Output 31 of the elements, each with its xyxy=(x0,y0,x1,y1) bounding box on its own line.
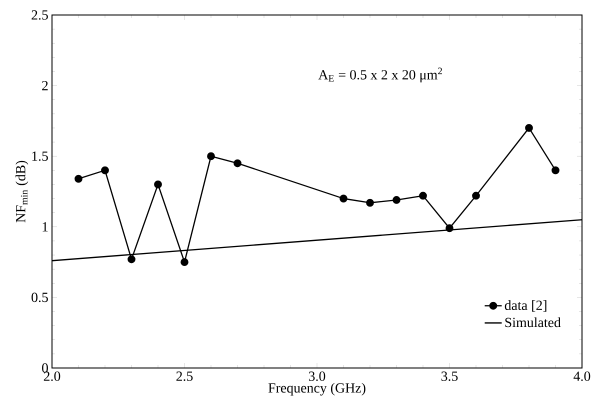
point xyxy=(392,196,400,204)
y-tick-label: 2.5 xyxy=(32,10,48,20)
point xyxy=(340,194,348,202)
point xyxy=(472,192,480,200)
x-tick-label: 4.0 xyxy=(574,372,590,381)
legend-label: Simulated xyxy=(505,317,561,328)
point xyxy=(234,159,242,168)
point xyxy=(74,174,82,183)
y-tick-label: 1.5 xyxy=(32,151,48,161)
x-tick-label: 3.5 xyxy=(441,372,458,381)
point xyxy=(552,166,560,174)
y-tick-label: 2 xyxy=(42,80,48,90)
x-tick-label: 3.0 xyxy=(308,372,326,381)
x-tick-label: 2.5 xyxy=(176,372,193,381)
point xyxy=(180,258,188,266)
y-tick-label: 0 xyxy=(42,363,48,373)
legend-label: data [2] xyxy=(504,300,546,312)
y-tick-label: 1 xyxy=(42,222,48,232)
point xyxy=(154,180,162,188)
point xyxy=(128,255,136,264)
point xyxy=(366,198,374,207)
y-tick-label: 0.5 xyxy=(32,292,48,302)
x-tick-label: 2.0 xyxy=(44,372,60,381)
point xyxy=(101,166,109,174)
point xyxy=(446,224,454,232)
point xyxy=(419,192,427,200)
point xyxy=(207,152,215,160)
x-axis-title: Frequency (GHz) xyxy=(268,382,366,396)
y-axis-title: NF$_{min}$ (dB) xyxy=(16,160,28,222)
point xyxy=(525,124,533,132)
annotation: A$_{E}$ = 0.5 x 2 x 20 μm$^{2}$ xyxy=(318,68,442,82)
